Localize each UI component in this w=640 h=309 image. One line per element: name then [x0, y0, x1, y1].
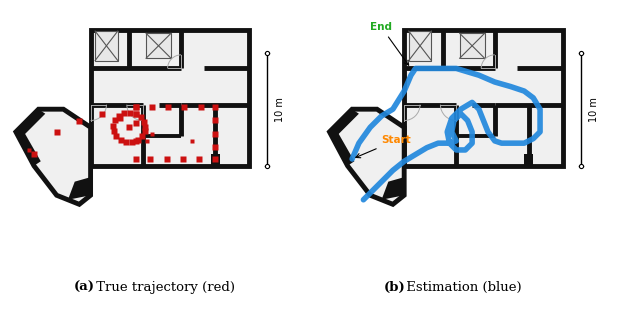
Text: Start: Start — [356, 135, 412, 158]
Polygon shape — [330, 129, 355, 166]
Polygon shape — [16, 129, 41, 166]
Polygon shape — [330, 109, 359, 136]
Text: (b): (b) — [384, 281, 406, 294]
Text: 10 m: 10 m — [589, 97, 599, 122]
Text: Estimation (blue): Estimation (blue) — [402, 281, 522, 294]
Polygon shape — [330, 109, 404, 204]
Bar — [409, 31, 431, 61]
Text: End: End — [370, 22, 408, 65]
Text: (a): (a) — [74, 281, 95, 294]
Polygon shape — [91, 30, 249, 166]
Polygon shape — [16, 109, 45, 136]
Bar — [146, 33, 171, 58]
Bar — [460, 33, 484, 58]
Text: True trajectory (red): True trajectory (red) — [92, 281, 234, 294]
Bar — [211, 154, 220, 166]
Bar — [524, 154, 533, 166]
Text: 10 m: 10 m — [275, 97, 285, 122]
Polygon shape — [404, 30, 563, 166]
Polygon shape — [68, 177, 91, 200]
Polygon shape — [16, 109, 91, 204]
Bar — [95, 31, 118, 61]
Polygon shape — [381, 177, 404, 200]
